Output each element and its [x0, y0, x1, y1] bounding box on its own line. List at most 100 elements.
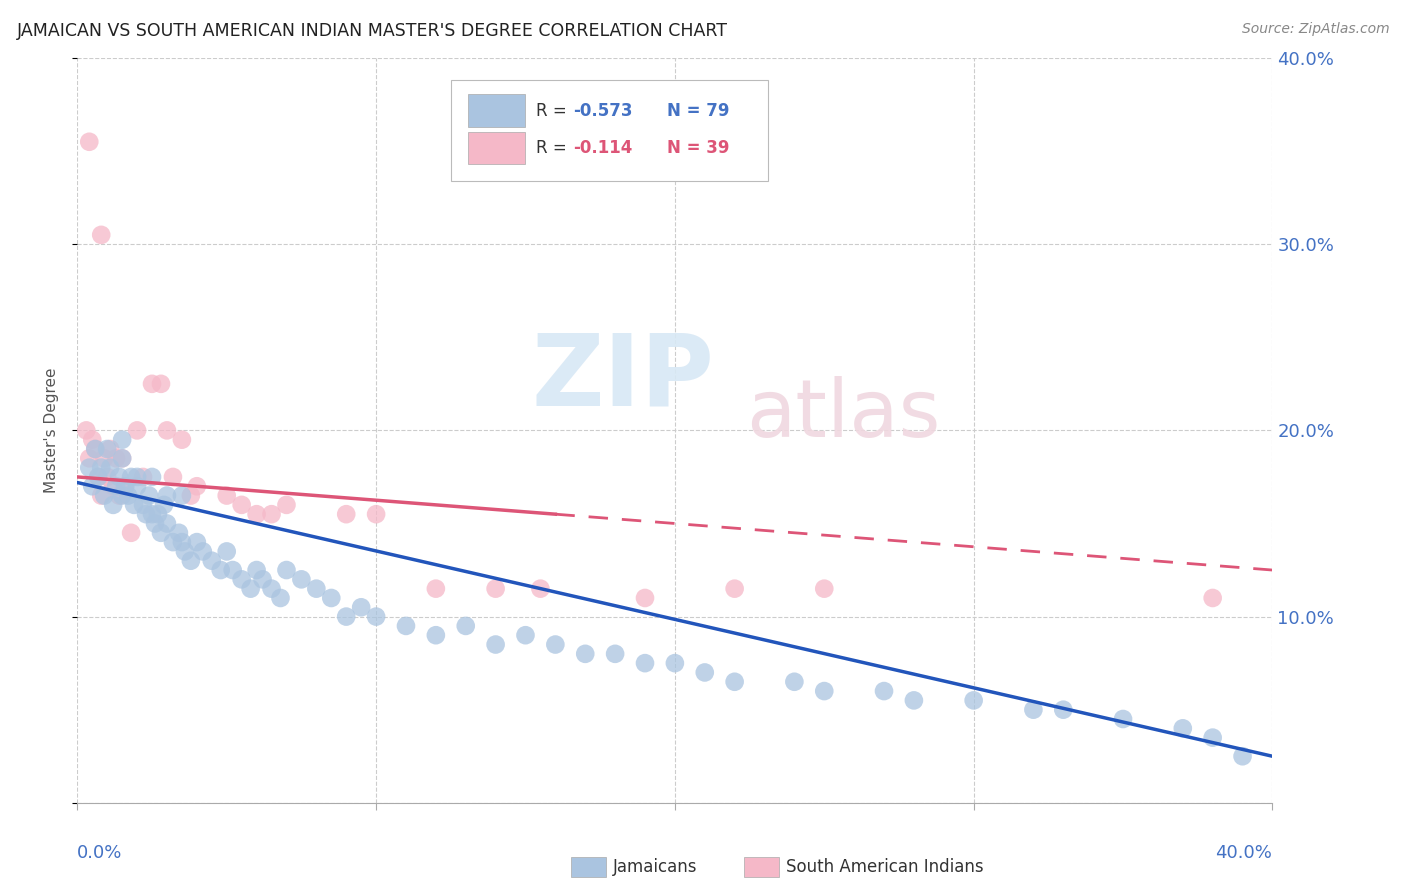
Point	[87, 470, 110, 484]
Text: N = 79: N = 79	[666, 102, 730, 120]
Point	[574, 647, 596, 661]
Point	[120, 525, 142, 540]
Point	[156, 516, 179, 531]
Point	[454, 619, 477, 633]
Point	[93, 489, 115, 503]
Point	[215, 544, 238, 558]
Point	[132, 470, 155, 484]
Point	[529, 582, 551, 596]
Point	[84, 442, 107, 456]
Point	[127, 479, 149, 493]
Text: South American Indians: South American Indians	[786, 858, 984, 876]
Point	[75, 423, 97, 437]
Text: JAMAICAN VS SOUTH AMERICAN INDIAN MASTER'S DEGREE CORRELATION CHART: JAMAICAN VS SOUTH AMERICAN INDIAN MASTER…	[17, 22, 728, 40]
Point	[138, 489, 160, 503]
Point	[79, 451, 101, 466]
FancyBboxPatch shape	[468, 95, 526, 128]
Y-axis label: Master's Degree: Master's Degree	[44, 368, 59, 493]
Point	[143, 516, 166, 531]
Point	[246, 507, 269, 521]
Point	[103, 498, 124, 512]
Point	[186, 479, 208, 493]
Point	[191, 544, 214, 558]
Point	[544, 638, 567, 652]
Text: -0.573: -0.573	[574, 102, 633, 120]
Point	[1202, 591, 1225, 605]
Point	[108, 489, 131, 503]
Point	[146, 507, 169, 521]
Point	[174, 544, 197, 558]
Point	[111, 433, 134, 447]
Point	[873, 684, 896, 698]
Point	[366, 507, 388, 521]
Point	[120, 470, 142, 484]
Point	[425, 582, 447, 596]
Text: atlas: atlas	[747, 376, 941, 455]
Point	[1202, 731, 1225, 745]
Text: -0.114: -0.114	[574, 139, 633, 157]
Point	[167, 525, 190, 540]
Point	[103, 479, 124, 493]
Point	[366, 609, 388, 624]
Point	[180, 489, 202, 503]
Point	[170, 433, 193, 447]
Point	[96, 442, 118, 456]
Point	[813, 582, 835, 596]
Point	[903, 693, 925, 707]
Point	[117, 489, 139, 503]
Point	[132, 498, 155, 512]
Point	[231, 498, 253, 512]
Point	[96, 470, 118, 484]
Point	[141, 470, 163, 484]
Point	[180, 554, 202, 568]
Point	[305, 582, 328, 596]
Point	[141, 376, 163, 391]
Text: ZIP: ZIP	[531, 330, 714, 426]
Point	[90, 227, 112, 242]
Point	[350, 600, 373, 615]
Point	[150, 525, 173, 540]
Point	[170, 535, 193, 549]
Point	[290, 573, 312, 587]
Point	[335, 609, 357, 624]
Text: R =: R =	[536, 139, 572, 157]
FancyBboxPatch shape	[468, 132, 526, 164]
Point	[111, 451, 134, 466]
Point	[321, 591, 343, 605]
Point	[108, 470, 131, 484]
Point	[93, 451, 115, 466]
Point	[634, 591, 657, 605]
Text: 0.0%: 0.0%	[77, 844, 122, 862]
Point	[246, 563, 269, 577]
Point	[425, 628, 447, 642]
Text: N = 39: N = 39	[666, 139, 730, 157]
Point	[162, 535, 184, 549]
Point	[1112, 712, 1135, 726]
Point	[231, 573, 253, 587]
Point	[150, 376, 173, 391]
Point	[260, 582, 283, 596]
Point	[215, 489, 238, 503]
Text: R =: R =	[536, 102, 572, 120]
Point	[276, 563, 298, 577]
Point	[260, 507, 283, 521]
Point	[395, 619, 418, 633]
Point	[1052, 703, 1074, 717]
Point	[162, 470, 184, 484]
Point	[170, 489, 193, 503]
Point	[105, 479, 128, 493]
Point	[664, 656, 686, 670]
Point	[114, 479, 136, 493]
Point	[153, 498, 176, 512]
Point	[693, 665, 716, 680]
Point	[605, 647, 627, 661]
Point	[141, 507, 163, 521]
Point	[98, 442, 121, 456]
Point	[105, 451, 128, 466]
Text: Jamaicans: Jamaicans	[613, 858, 697, 876]
Point	[156, 423, 179, 437]
Point	[1022, 703, 1045, 717]
Point	[127, 470, 149, 484]
Point	[82, 433, 104, 447]
Point	[201, 554, 224, 568]
